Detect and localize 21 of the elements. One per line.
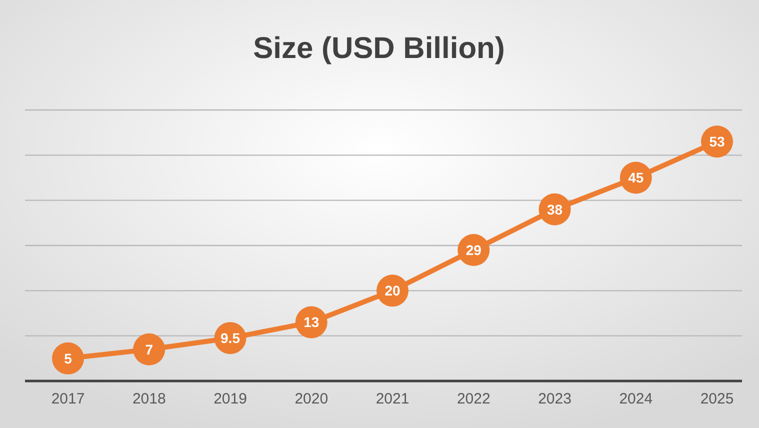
x-tick-label: 2024 — [619, 390, 653, 408]
x-tick-label: 2017 — [51, 390, 85, 408]
x-tick-label: 2025 — [700, 390, 734, 408]
point — [133, 333, 166, 366]
x-tick-label: 2021 — [376, 390, 410, 408]
x-tick-label: 2018 — [132, 390, 166, 408]
chart-title: Size (USD Billion) — [253, 32, 505, 65]
data-label: 45 — [628, 170, 644, 186]
data-label: 20 — [384, 282, 400, 299]
data-label: 7 — [145, 341, 154, 358]
data-label: 9.5 — [220, 330, 240, 346]
x-tick-label: 2020 — [294, 390, 328, 408]
data-label: 5 — [64, 350, 72, 366]
x-tick-label: 2023 — [538, 390, 572, 408]
data-label: 13 — [304, 314, 320, 330]
x-tick-label: 2022 — [456, 390, 490, 408]
point — [52, 342, 84, 374]
data-label: 29 — [466, 242, 482, 258]
data-label: 53 — [709, 134, 725, 150]
data-label: 38 — [546, 201, 563, 218]
x-tick-label: 2019 — [214, 390, 247, 408]
